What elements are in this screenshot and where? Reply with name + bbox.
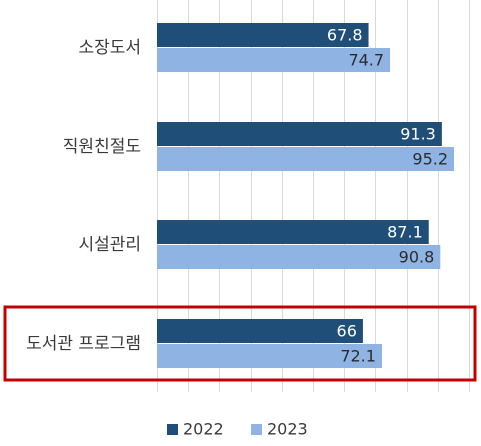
bar-2022 bbox=[157, 220, 429, 244]
legend-swatch bbox=[251, 424, 262, 435]
data-label: 87.1 bbox=[387, 223, 423, 242]
legend-label: 2023 bbox=[267, 420, 308, 439]
data-label: 66 bbox=[337, 322, 357, 341]
data-label: 91.3 bbox=[400, 125, 436, 144]
bar-2022 bbox=[157, 319, 363, 343]
bar-2023 bbox=[157, 48, 391, 72]
legend-swatch bbox=[167, 424, 178, 435]
category-label: 소장도서 bbox=[78, 38, 141, 58]
legend-label: 2022 bbox=[183, 420, 224, 439]
highlight-box bbox=[3, 305, 477, 382]
data-label: 90.8 bbox=[399, 248, 435, 267]
bar-2023 bbox=[157, 245, 441, 269]
data-label: 67.8 bbox=[327, 26, 363, 45]
bar-2023 bbox=[157, 344, 382, 368]
data-label: 72.1 bbox=[340, 347, 376, 366]
bar-2022 bbox=[157, 122, 442, 146]
bar-2023 bbox=[157, 147, 455, 171]
bars-layer bbox=[157, 23, 455, 368]
data-label: 74.7 bbox=[348, 51, 384, 70]
legend: 2022 2023 bbox=[167, 420, 308, 439]
category-label: 시설관리 bbox=[78, 235, 141, 255]
data-label: 95.2 bbox=[412, 150, 448, 169]
labels-layer: 소장도서 67.8 74.7 직원친절도 91.3 95.2 시설관리 87.1 90.8 도서관… bbox=[26, 26, 448, 366]
bar-2022 bbox=[157, 23, 369, 47]
category-label: 직원친절도 bbox=[63, 137, 141, 157]
highlight-layer bbox=[3, 305, 477, 382]
category-label: 도서관 프로그램 bbox=[26, 334, 141, 354]
